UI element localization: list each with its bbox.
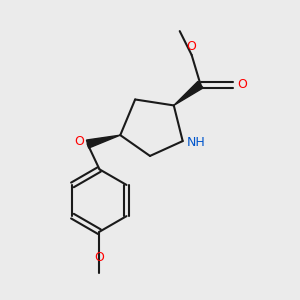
Text: O: O <box>237 78 247 91</box>
Polygon shape <box>86 135 120 148</box>
Polygon shape <box>174 81 203 105</box>
Text: NH: NH <box>186 136 205 149</box>
Text: O: O <box>187 40 196 52</box>
Text: O: O <box>94 251 104 264</box>
Text: O: O <box>74 135 84 148</box>
